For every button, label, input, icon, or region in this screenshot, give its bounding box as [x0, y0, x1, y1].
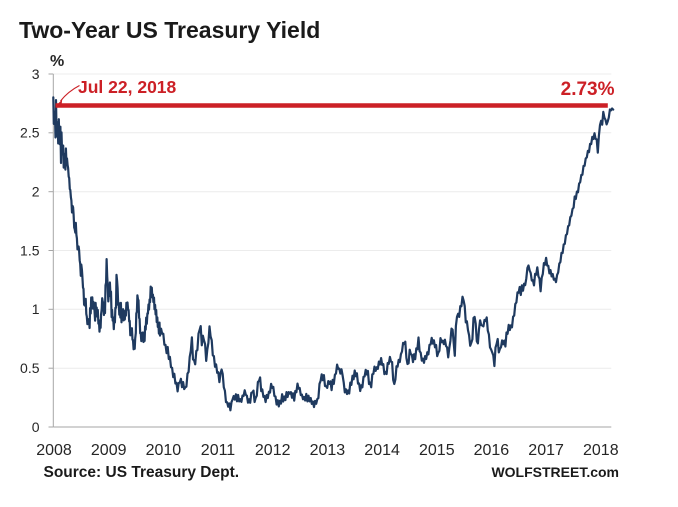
svg-text:2013: 2013: [310, 442, 346, 459]
svg-text:2015: 2015: [419, 442, 455, 459]
svg-text:2010: 2010: [146, 442, 182, 459]
svg-text:2018: 2018: [583, 442, 619, 459]
svg-text:0: 0: [32, 419, 40, 435]
svg-text:2.5: 2.5: [20, 125, 40, 141]
svg-text:Two-Year US Treasury Yield: Two-Year US Treasury Yield: [19, 17, 320, 43]
svg-text:Jul 22, 2018: Jul 22, 2018: [78, 77, 177, 97]
svg-text:2017: 2017: [528, 442, 564, 459]
svg-text:2014: 2014: [364, 442, 400, 459]
svg-text:Source: US Treasury Dept.: Source: US Treasury Dept.: [44, 464, 240, 481]
svg-text:%: %: [50, 53, 64, 70]
svg-text:2009: 2009: [91, 442, 127, 459]
svg-text:2: 2: [32, 184, 40, 200]
svg-text:2008: 2008: [36, 442, 72, 459]
svg-text:1: 1: [32, 301, 40, 317]
svg-text:2.73%: 2.73%: [561, 79, 615, 100]
svg-text:WOLFSTREET.com: WOLFSTREET.com: [491, 464, 619, 480]
svg-text:1.5: 1.5: [20, 242, 40, 258]
svg-text:2011: 2011: [201, 442, 236, 459]
svg-text:2016: 2016: [474, 442, 510, 459]
svg-text:2012: 2012: [255, 442, 291, 459]
svg-text:3: 3: [32, 66, 40, 82]
svg-text:0.5: 0.5: [20, 360, 40, 376]
